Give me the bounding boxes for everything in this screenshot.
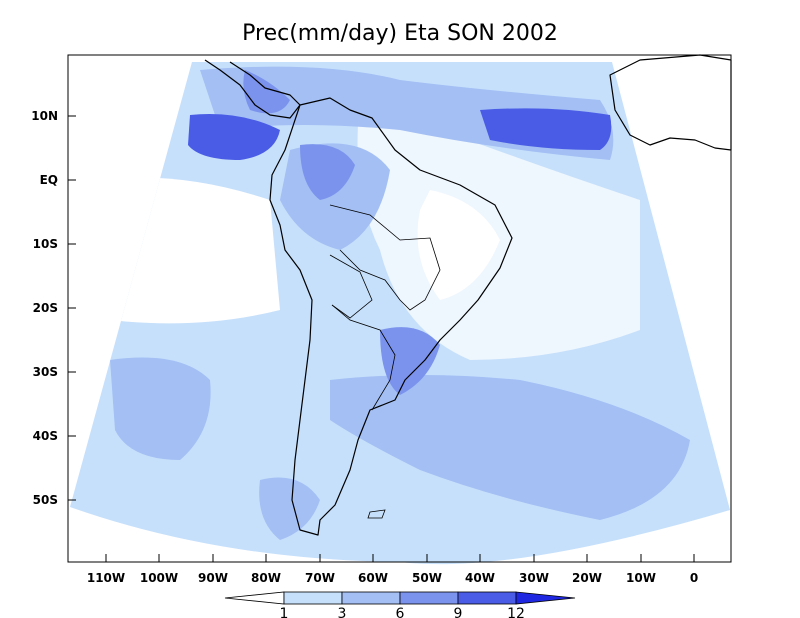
lat-tick-label: 40S [33,429,58,443]
lon-tick-label: 60W [358,571,388,585]
lon-tick-label: 90W [198,571,228,585]
africa-outline [609,54,732,151]
precip-level-3-southeast-pacific [110,357,211,460]
lon-tick-label: 0 [690,571,698,585]
colorbar-segment-above-12 [515,591,576,605]
bolivia-border [329,254,373,319]
precip-level-6-central-america [243,70,290,114]
precip-level-3-patagonia [259,477,320,540]
colorbar-segment-9-12 [457,591,517,605]
central-america-outline [204,59,301,119]
colorbar-level-label: 9 [454,606,463,618]
precipitation-field [70,62,730,565]
dry-region-northeast-brazil [417,190,500,300]
colorbar-level-label: 12 [507,606,525,618]
south-america-outline [269,97,513,536]
precip-level-6-uruguay [380,327,440,395]
lon-tick-label: 30W [519,571,549,585]
lon-tick-label: 80W [251,571,281,585]
lon-tick-label: 70W [305,571,335,585]
precip-level-3-south-atlantic [330,375,690,520]
lon-tick-label: 40W [465,571,495,585]
colorbar: 1 3 6 9 12 [224,591,576,618]
colorbar-segment-6-9 [399,591,459,605]
lon-tick-label: 110W [87,571,125,585]
lat-tick-label: 30S [33,365,58,379]
lat-tick-label: 10S [33,237,58,251]
lat-tick-label: EQ [40,173,58,187]
argentina-border [331,304,396,411]
colorbar-segment-below-1 [224,591,285,605]
lon-tick-label: 50W [412,571,442,585]
colorbar-level-label: 3 [338,606,347,618]
precip-level-6-colombia [300,144,355,200]
lat-axis: 10N EQ 10S 20S 30S 40S 50S [31,109,76,507]
colorbar-segment-1-3 [283,591,343,605]
falkland-islands [367,509,386,519]
lat-tick-label: 10N [31,109,58,123]
lon-tick-label: 10W [626,571,656,585]
precip-level-9-east-pacific [188,114,280,160]
lat-tick-label: 50S [33,493,58,507]
colorbar-level-label: 6 [396,606,405,618]
lat-tick-label: 20S [33,301,58,315]
colorbar-segment-3-6 [341,591,401,605]
brazil-border [329,204,441,311]
lon-tick-label: 100W [140,571,178,585]
colorbar-level-label: 1 [280,606,289,618]
map-title: Prec(mm/day) Eta SON 2002 [242,21,558,46]
coastlines [204,54,732,536]
dry-region-atlantic [357,100,640,360]
lon-tick-label: 20W [572,571,602,585]
precip-level-9-atlantic-itcz [480,108,612,150]
lon-axis: 110W 100W 90W 80W 70W 60W 50W 40W 30W 20… [87,554,698,585]
